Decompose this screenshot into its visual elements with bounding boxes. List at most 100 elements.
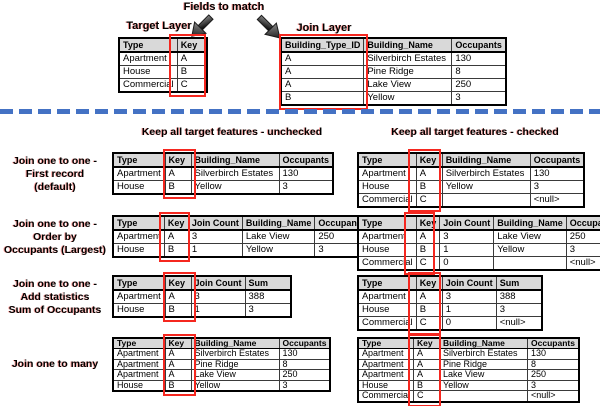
target-layer-label: Target Layer bbox=[126, 20, 192, 32]
label-line: Join one to one - bbox=[13, 155, 97, 167]
column-header: Key bbox=[164, 152, 192, 168]
table-cell: 0 bbox=[441, 316, 497, 331]
table-row: House B Yellow 3 bbox=[112, 379, 331, 392]
label-line: First record bbox=[25, 168, 85, 180]
table-cell: 8 bbox=[278, 358, 331, 370]
table-row: Apartment A 3 388 bbox=[357, 289, 543, 304]
column-header: Key bbox=[415, 152, 443, 168]
arrow-down-right-icon bbox=[256, 14, 281, 39]
table-cell: B bbox=[163, 243, 189, 258]
data-table: Type Key Building_Name Occupants Apartment A S… bbox=[112, 152, 335, 195]
table-cell: Pine Ridge bbox=[190, 358, 280, 370]
table-cell: 1 bbox=[187, 243, 243, 258]
column-header: Building_Name bbox=[190, 337, 280, 349]
result-table-first-record-unchecked: Type Key Building_Name Occupants Apartment A S… bbox=[112, 149, 335, 199]
table-row: Apartment A Lake View 250 bbox=[112, 369, 331, 381]
table-cell: C bbox=[413, 390, 441, 402]
column-header: Join Count bbox=[187, 215, 243, 231]
label-line: Occupants (Largest) bbox=[3, 244, 107, 256]
row-label-one-to-many: Join one to many bbox=[0, 358, 110, 371]
header-row: Type Key Join Count Sum bbox=[112, 275, 292, 291]
table-cell: 0 bbox=[439, 256, 495, 271]
column-header: Building_Type_ID bbox=[280, 37, 365, 53]
table-cell: A bbox=[415, 289, 443, 304]
column-header: Type bbox=[118, 37, 178, 53]
table-row: Apartment A bbox=[118, 51, 208, 66]
table-cell: Commercial bbox=[357, 256, 417, 271]
table-cell: 8 bbox=[451, 65, 507, 79]
table-cell: Apartment bbox=[112, 229, 165, 244]
table-cell: B bbox=[176, 65, 208, 79]
table-cell: Yellow bbox=[190, 180, 280, 195]
table-cell: House bbox=[112, 180, 166, 195]
table-cell: 3 bbox=[495, 303, 543, 317]
table-row: House B Yellow 3 bbox=[357, 180, 585, 194]
label-line: Add statistics bbox=[20, 291, 90, 303]
table-cell: A bbox=[413, 358, 441, 370]
table-cell: B bbox=[164, 180, 192, 195]
table-row: Apartment A Pine Ridge 8 bbox=[112, 358, 331, 370]
table-cell: B bbox=[280, 91, 365, 106]
table-cell: B bbox=[164, 379, 192, 392]
table-row: House B 1 3 bbox=[112, 303, 292, 318]
label-line: Order by bbox=[33, 231, 77, 243]
table-row: House B bbox=[118, 65, 208, 79]
row-label-add-statistics: Join one to one - Add statistics Sum of Oc… bbox=[0, 278, 110, 317]
table-cell: Yellow bbox=[190, 379, 280, 392]
join-layer-table: Building_Type_ID Building_Name Occupants A S… bbox=[279, 34, 507, 110]
table-cell: 3 bbox=[278, 379, 331, 392]
column-header: Occupants bbox=[451, 37, 507, 53]
table-cell: Apartment bbox=[357, 348, 415, 360]
table-cell: House bbox=[357, 243, 417, 257]
table-cell: A bbox=[280, 65, 365, 79]
table-cell: Apartment bbox=[112, 369, 166, 381]
table-cell: Commercial bbox=[357, 316, 417, 331]
table-cell bbox=[439, 390, 529, 402]
table-row: Apartment A Pine Ridge 8 bbox=[357, 358, 580, 370]
column-header: Occupants bbox=[278, 152, 334, 168]
row-label-order-by: Join one to one - Order by Occupants (Larg… bbox=[0, 218, 110, 257]
table-cell: Commercial bbox=[357, 193, 417, 208]
column-header: Occupants bbox=[527, 337, 580, 349]
table-cell: House bbox=[357, 379, 415, 391]
table-cell: Apartment bbox=[112, 348, 166, 360]
table-cell: B bbox=[413, 379, 441, 391]
table-cell: 250 bbox=[565, 229, 600, 244]
column-header: Sum bbox=[495, 275, 543, 291]
table-cell: Lake View bbox=[190, 369, 280, 381]
column-header: Key bbox=[415, 215, 441, 231]
table-cell: 1 bbox=[439, 243, 495, 257]
table-cell: Yellow bbox=[363, 91, 453, 106]
table-cell bbox=[493, 256, 567, 271]
table-cell: Apartment bbox=[112, 358, 166, 370]
table-row: House B Yellow 3 bbox=[357, 379, 580, 391]
table-cell: Lake View bbox=[241, 229, 316, 244]
table-cell: 3 bbox=[278, 180, 334, 195]
table-cell: 250 bbox=[278, 369, 331, 381]
column-header: Type bbox=[357, 337, 415, 349]
table-cell: C bbox=[415, 193, 443, 208]
table-cell: Pine Ridge bbox=[439, 358, 529, 370]
table-cell: 3 bbox=[527, 379, 580, 391]
column-header: Type bbox=[357, 215, 417, 231]
table-cell: C bbox=[415, 256, 441, 271]
column-header: Join Count bbox=[439, 215, 495, 231]
result-table-statistics-unchecked: Type Key Join Count Sum Apartment A 3 388 House B… bbox=[112, 272, 292, 322]
data-table: Type Key Join Count Sum Apartment A 3 388 House B… bbox=[112, 275, 292, 318]
table-row: Apartment A 3 Lake View 250 bbox=[357, 229, 600, 244]
table-cell: 250 bbox=[451, 78, 507, 92]
table-cell: Lake View bbox=[493, 229, 567, 244]
table-cell: A bbox=[163, 229, 189, 244]
table-cell: Yellow bbox=[439, 379, 529, 391]
column-header: Key bbox=[164, 337, 192, 349]
data-table: Type Key Join Count Sum Apartment A 3 388 House B… bbox=[357, 275, 544, 331]
table-row: House B 1 Yellow 3 bbox=[112, 243, 370, 258]
table-cell: 130 bbox=[451, 51, 507, 66]
dashed-divider-line bbox=[0, 109, 600, 114]
column-header: Occupants bbox=[565, 215, 600, 231]
table-cell: Yellow bbox=[493, 243, 567, 257]
table-cell: 3 bbox=[190, 289, 246, 304]
